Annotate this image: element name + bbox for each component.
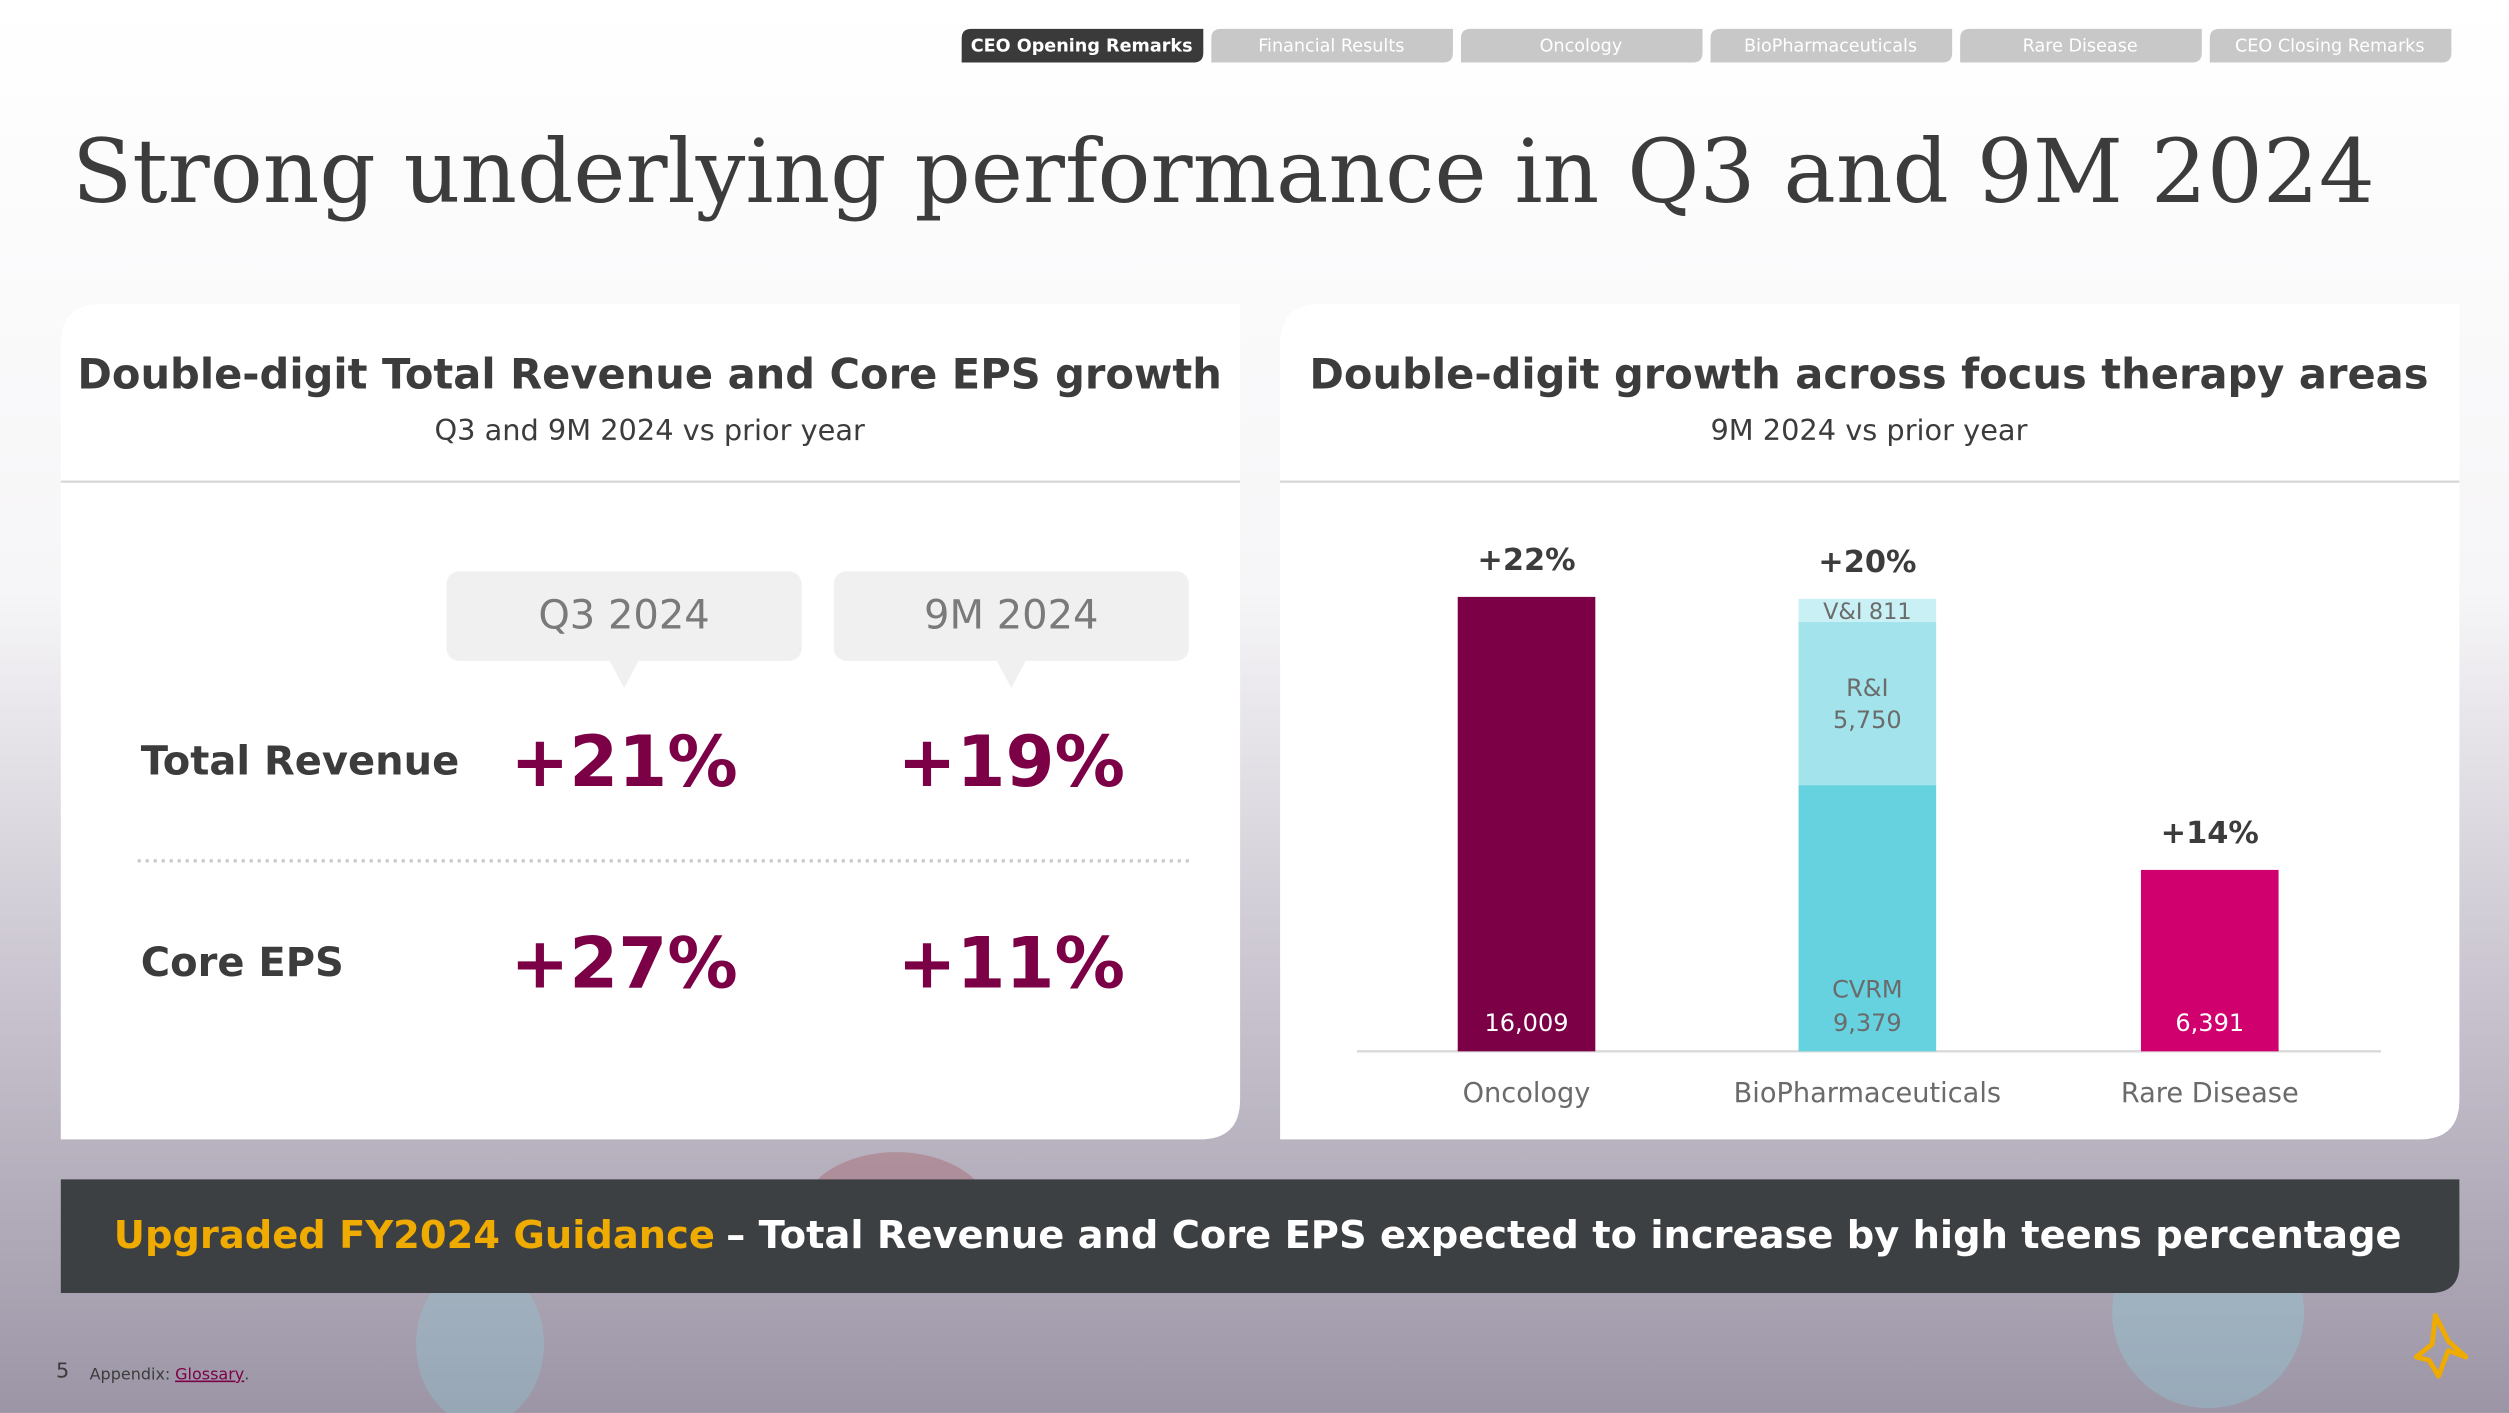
decor	[416, 1264, 545, 1413]
x-tick-label: Oncology	[1463, 1078, 1591, 1109]
growth-label: +14%	[2161, 816, 2259, 851]
footer-label: Appendix:	[90, 1364, 171, 1383]
footer-suffix: .	[244, 1364, 249, 1383]
growth-value: +21%	[510, 721, 737, 803]
growth-value: +19%	[898, 721, 1125, 803]
segment-name: V&I	[1823, 598, 1862, 624]
growth-table: Q3 2024 9M 2024 Total Revenue +21% +19% Core …	[141, 571, 1189, 1005]
banner-message: – Total Revenue and Core EPS expected to…	[726, 1212, 2402, 1257]
bar-segment	[1798, 785, 1937, 1052]
nav-tab-label[interactable]: Financial Results	[1258, 36, 1404, 56]
left-panel	[60, 304, 1241, 1140]
value-label: 6,391	[2175, 1009, 2244, 1037]
chart-subtitle: 9M 2024 vs prior year	[1710, 413, 2027, 447]
growth-value: +27%	[510, 923, 737, 1005]
nav-tab[interactable]	[1211, 28, 1453, 63]
x-tick-label: BioPharmaceuticals	[1734, 1078, 2001, 1109]
column-pointer	[996, 660, 1026, 689]
growth-label: +22%	[1477, 543, 1575, 578]
banner-text: Upgraded FY2024 Guidance – Total Revenue …	[114, 1212, 2402, 1257]
column-header: 9M 2024	[924, 593, 1098, 639]
nav-tab-label[interactable]: CEO Opening Remarks	[971, 36, 1193, 56]
nav-tab[interactable]	[961, 28, 1204, 63]
segment-name: R&I	[1846, 674, 1888, 702]
glossary-link[interactable]: Glossary	[175, 1364, 244, 1383]
chart-title: Double-digit growth across focus therapy…	[1309, 350, 2428, 399]
row-label: Total Revenue	[141, 738, 459, 784]
growth-label: +20%	[1818, 545, 1916, 580]
value-label: 16,009	[1485, 1009, 1569, 1037]
banner	[60, 1179, 2460, 1293]
nav-tab[interactable]	[1710, 28, 1953, 63]
row-label: Core EPS	[141, 940, 344, 986]
segment-name: CVRM	[1832, 976, 1903, 1004]
panel-subheading: Q3 and 9M 2024 vs prior year	[434, 413, 865, 447]
bar	[2140, 869, 2279, 1052]
bar-segment	[1798, 598, 1937, 622]
segment-value: 9,379	[1833, 1009, 1902, 1037]
column-header: Q3 2024	[538, 593, 709, 639]
chart: Oncology 16,009 +22% BioPharmaceuticals CVRM…	[1356, 543, 2381, 1109]
growth-value: +11%	[898, 923, 1125, 1005]
nav-tab-label[interactable]: CEO Closing Remarks	[2235, 36, 2425, 56]
segment-value: 5,750	[1833, 706, 1902, 734]
x-tick-label: Rare Disease	[2121, 1078, 2299, 1109]
nav-tabs: CEO Opening Remarks Financial Results Onco…	[961, 28, 2452, 63]
column-pointer	[609, 660, 639, 689]
bar-segment	[1798, 621, 1937, 786]
column-header-box	[833, 571, 1189, 661]
nav-tab-label[interactable]: Rare Disease	[2023, 36, 2138, 56]
segment-label: V&I 811	[1823, 598, 1912, 624]
panel-heading: Double-digit Total Revenue and Core EPS …	[77, 350, 1222, 399]
nav-tab[interactable]	[1460, 28, 1703, 63]
nav-tab-label[interactable]: Oncology	[1540, 36, 1623, 56]
column-header-box	[446, 571, 802, 661]
logo	[2413, 1312, 2469, 1379]
slide-title: Strong underlying performance in Q3 and …	[72, 120, 2375, 223]
footer-note: Appendix: Glossary.	[90, 1364, 250, 1383]
nav-tab[interactable]	[1960, 28, 2202, 63]
banner-highlight: Upgraded FY2024 Guidance	[114, 1212, 715, 1257]
page-number: 5	[56, 1358, 69, 1382]
nav-tab[interactable]	[2209, 28, 2452, 63]
segment-value: 811	[1869, 598, 1912, 624]
nav-tab-label[interactable]: BioPharmaceuticals	[1744, 36, 1917, 56]
bar	[1457, 596, 1596, 1052]
